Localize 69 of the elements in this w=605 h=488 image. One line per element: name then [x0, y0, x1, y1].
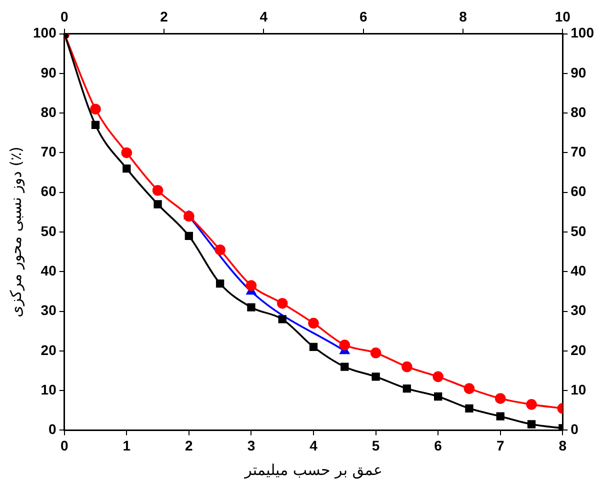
point	[247, 303, 256, 312]
y-tick-label: 50	[40, 222, 57, 239]
point	[152, 184, 164, 196]
point	[340, 362, 349, 371]
point	[402, 384, 412, 393]
y-tick-label: 60	[40, 183, 57, 200]
point	[214, 244, 226, 256]
x-tick-label: 1	[122, 437, 131, 454]
point	[309, 342, 318, 352]
point	[526, 399, 537, 410]
point	[246, 280, 257, 291]
point	[402, 361, 412, 372]
point	[276, 298, 288, 309]
x-tick-label: 3	[247, 437, 256, 454]
x2-tick-label: 8	[459, 8, 468, 24]
y-tick-label: 80	[40, 104, 57, 120]
point	[496, 412, 504, 420]
point	[216, 279, 224, 288]
x2-tick-label: 10	[554, 8, 571, 24]
point	[308, 318, 319, 329]
y2-tick-label: 100	[570, 24, 594, 41]
y2-tick-label: 90	[570, 64, 586, 80]
y2-tick-label: 10	[570, 381, 586, 398]
y2-tick-label: 80	[570, 104, 586, 120]
y2-tick-label: 40	[570, 262, 586, 278]
y2-tick-label: 70	[570, 144, 586, 160]
point	[154, 200, 162, 208]
y-tick-label: 100	[33, 24, 57, 41]
y2-tick-label: 30	[570, 302, 586, 318]
y-tick-label: 10	[40, 381, 57, 398]
point	[434, 392, 442, 401]
y-tick-label: 70	[40, 144, 57, 160]
x-axis-title: عمق بر حسب میلیمتر	[244, 460, 382, 479]
x-tick-label: 4	[310, 437, 318, 454]
x-tick-label: 2	[185, 437, 194, 454]
x2-tick-label: 2	[160, 8, 168, 24]
x-tick-label: 8	[558, 437, 567, 454]
y-tick-label: 20	[40, 342, 57, 358]
y-tick-label: 0	[48, 421, 57, 438]
y2-tick-label: 60	[570, 183, 586, 200]
y-axis-title: دوز نسبی محور مرکزی (٪)	[6, 146, 25, 318]
point	[122, 164, 131, 173]
point	[91, 120, 100, 130]
x2-tick-label: 0	[60, 8, 68, 24]
point	[370, 348, 382, 358]
x-tick-label: 5	[372, 437, 380, 454]
point	[339, 340, 350, 350]
point	[432, 371, 444, 382]
x2-tick-label: 6	[359, 8, 368, 24]
y-tick-label: 30	[40, 302, 57, 318]
point	[494, 393, 506, 404]
point	[121, 147, 132, 158]
y-tick-label: 40	[40, 262, 57, 278]
y2-tick-label: 0	[570, 421, 579, 438]
x-tick-label: 0	[60, 437, 68, 454]
point	[527, 420, 536, 428]
y2-tick-label: 20	[570, 342, 586, 358]
y-tick-label: 90	[40, 64, 57, 80]
point	[465, 404, 474, 412]
point	[464, 383, 475, 394]
x-tick-label: 6	[434, 437, 442, 454]
x-tick-label: 7	[496, 437, 504, 454]
point	[184, 210, 194, 222]
point	[278, 315, 286, 324]
point	[372, 372, 380, 381]
point	[184, 232, 194, 240]
x2-tick-label: 4	[260, 8, 268, 24]
y2-tick-label: 50	[570, 222, 586, 239]
point	[90, 104, 101, 115]
